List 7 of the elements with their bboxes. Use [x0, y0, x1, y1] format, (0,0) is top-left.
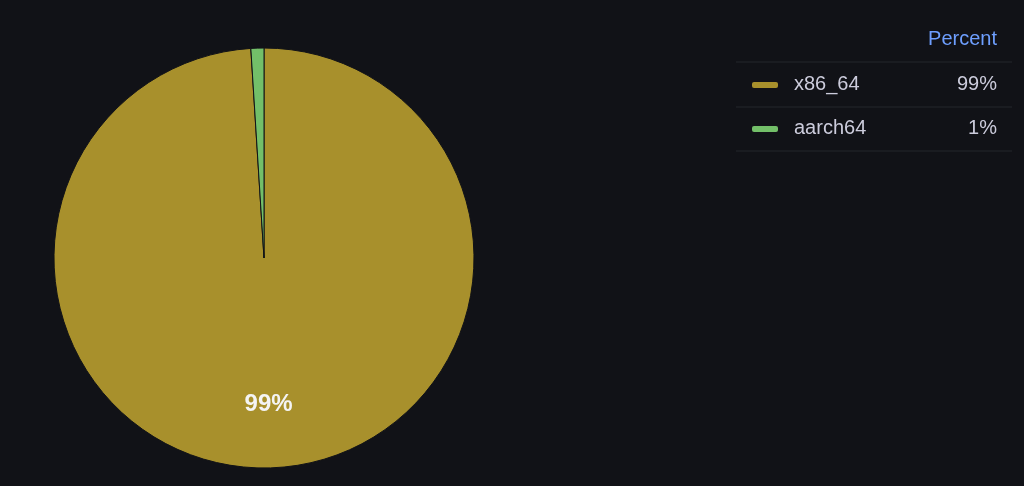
- legend-label: x86_64: [794, 72, 860, 96]
- legend-label: aarch64: [794, 116, 867, 139]
- legend-title: Percent: [928, 27, 998, 50]
- data-label: 1%: [968, 116, 998, 139]
- text: 99%: [956, 72, 997, 95]
- data-label: 99%: [244, 389, 293, 417]
- pie-slice: [53, 47, 475, 469]
